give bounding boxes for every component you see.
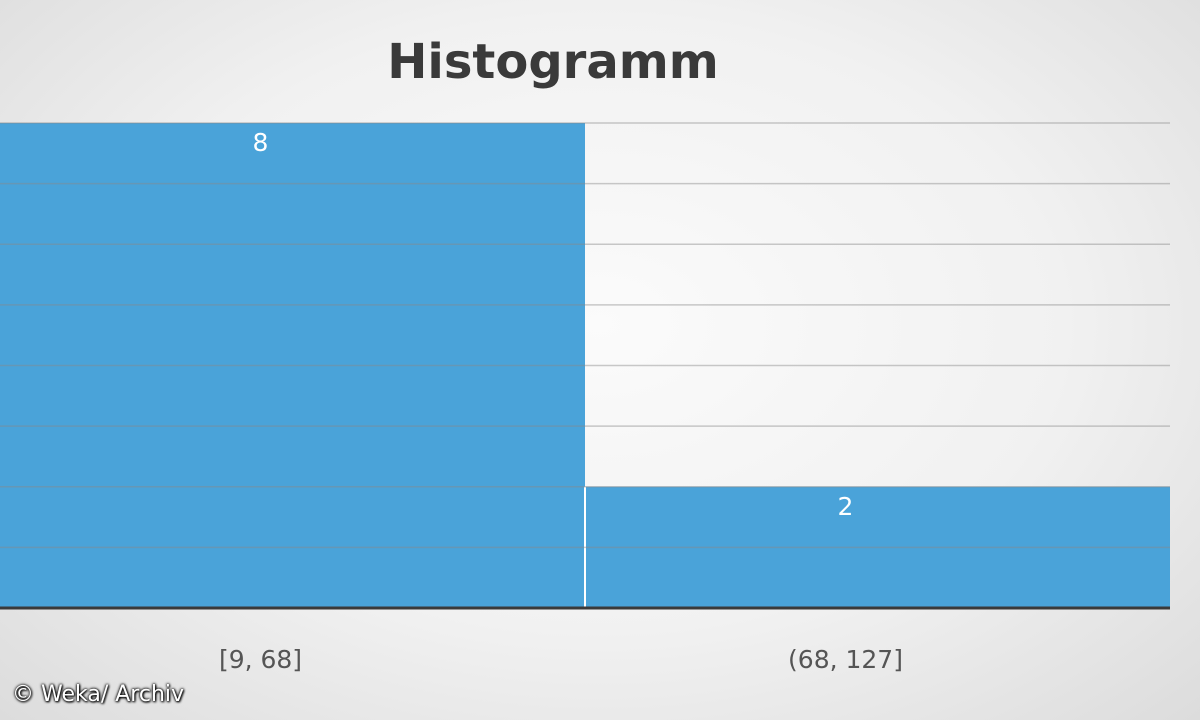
bar-1 [585, 486, 1170, 608]
x-tick-label-0: [9, 68] [219, 645, 302, 674]
gridlines [0, 122, 1170, 608]
data-labels: 82 [253, 128, 854, 521]
bar-0 [0, 123, 585, 608]
data-label-1: 2 [838, 492, 854, 521]
data-label-0: 8 [253, 128, 269, 157]
chart-title: Histogramm [387, 34, 719, 90]
x-tick-labels: [9, 68] (68, 127] [219, 645, 903, 674]
image-credit: © Weka/ Archiv [12, 682, 185, 707]
bars-group [0, 123, 1170, 608]
x-tick-label-1: (68, 127] [788, 645, 903, 674]
